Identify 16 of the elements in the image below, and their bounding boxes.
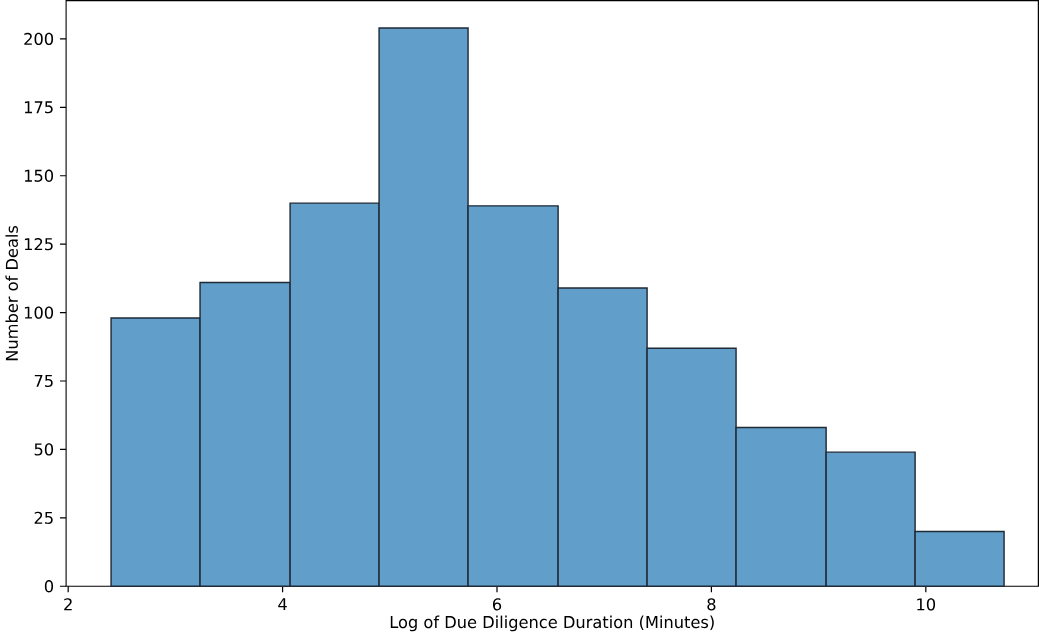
x-tick-label: 6 (492, 598, 502, 611)
y-tick-label: 125 (24, 238, 53, 251)
y-axis-title: Number of Deals (5, 226, 18, 361)
x-tick-label: 4 (278, 598, 287, 611)
x-tick-label: 10 (917, 598, 936, 611)
y-tick-label: 175 (24, 101, 53, 114)
y-tick-label: 50 (34, 443, 54, 456)
x-axis-title: Log of Due Diligence Duration (Minutes) (390, 615, 714, 632)
x-tick-label: 2 (64, 598, 72, 611)
y-tick-label: 0 (44, 580, 54, 593)
y-tick-label: 25 (34, 511, 53, 525)
y-tick-label: 75 (34, 375, 53, 388)
y-tick-label: 150 (24, 169, 54, 183)
x-tick-label: 8 (707, 598, 716, 611)
y-tick-label: 200 (24, 32, 54, 46)
y-tick-label: 100 (24, 306, 54, 319)
